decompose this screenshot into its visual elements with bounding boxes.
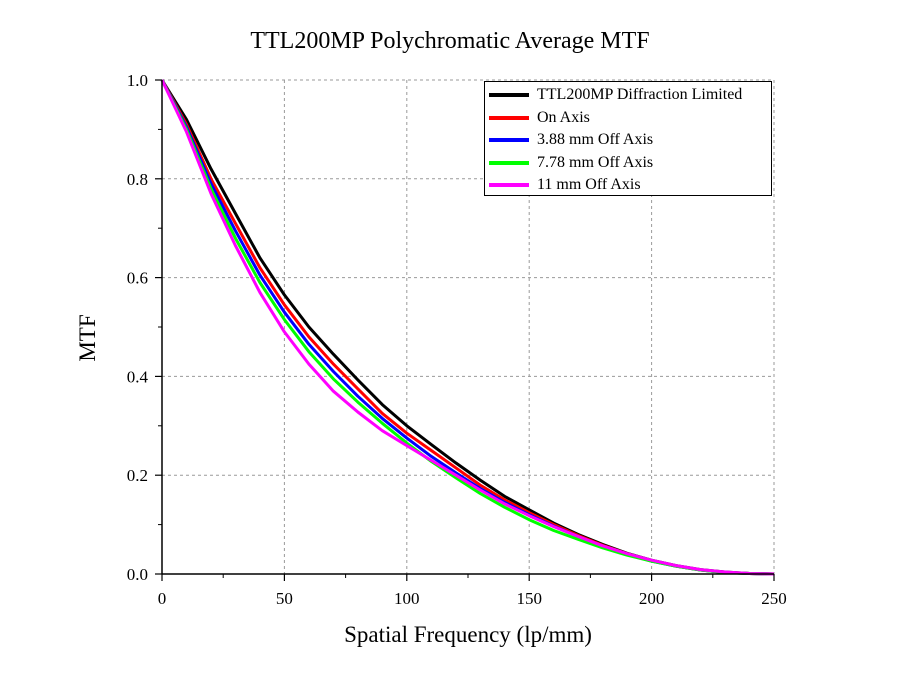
legend-item: 3.88 mm Off Axis bbox=[489, 129, 653, 151]
x-axis-label: Spatial Frequency (lp/mm) bbox=[344, 622, 592, 647]
legend-item: TTL200MP Diffraction Limited bbox=[489, 84, 742, 106]
legend-label: 7.78 mm Off Axis bbox=[537, 153, 654, 171]
legend-label: 11 mm Off Axis bbox=[537, 176, 641, 193]
legend-item: 7.78 mm Off Axis bbox=[489, 152, 653, 174]
legend: TTL200MP Diffraction Limited On Axis 3.88 … bbox=[484, 81, 772, 196]
x-tick-label: 200 bbox=[639, 589, 665, 608]
legend-swatch bbox=[489, 115, 529, 120]
legend-item: On Axis bbox=[489, 107, 590, 129]
x-tick-label: 100 bbox=[394, 589, 420, 608]
series-line-5 bbox=[160, 79, 775, 576]
x-tick-label: 0 bbox=[158, 589, 167, 608]
y-tick-label: 0.8 bbox=[127, 170, 148, 189]
legend-label: TTL200MP Diffraction Limited bbox=[537, 86, 743, 103]
chart-title: TTL200MP Polychromatic Average MTF bbox=[250, 28, 650, 54]
legend-swatch bbox=[489, 160, 529, 165]
legend-swatch bbox=[489, 183, 529, 187]
legend-label: 3.88 mm Off Axis bbox=[537, 131, 654, 148]
legend-swatch bbox=[489, 138, 529, 142]
legend-label: On Axis bbox=[537, 108, 590, 126]
y-tick-label: 1.0 bbox=[127, 71, 148, 90]
x-tick-label: 250 bbox=[761, 589, 787, 608]
y-axis-label: MTF bbox=[75, 314, 100, 362]
y-tick-label: 0.2 bbox=[127, 466, 148, 485]
legend-swatch bbox=[489, 93, 529, 97]
y-tick-label: 0.6 bbox=[127, 269, 148, 288]
x-tick-label: 50 bbox=[276, 589, 293, 608]
x-tick-label: 150 bbox=[516, 589, 542, 608]
y-tick-label: 0.0 bbox=[127, 565, 148, 584]
legend-item: 11 mm Off Axis bbox=[489, 174, 641, 196]
y-tick-label: 0.4 bbox=[127, 367, 149, 386]
